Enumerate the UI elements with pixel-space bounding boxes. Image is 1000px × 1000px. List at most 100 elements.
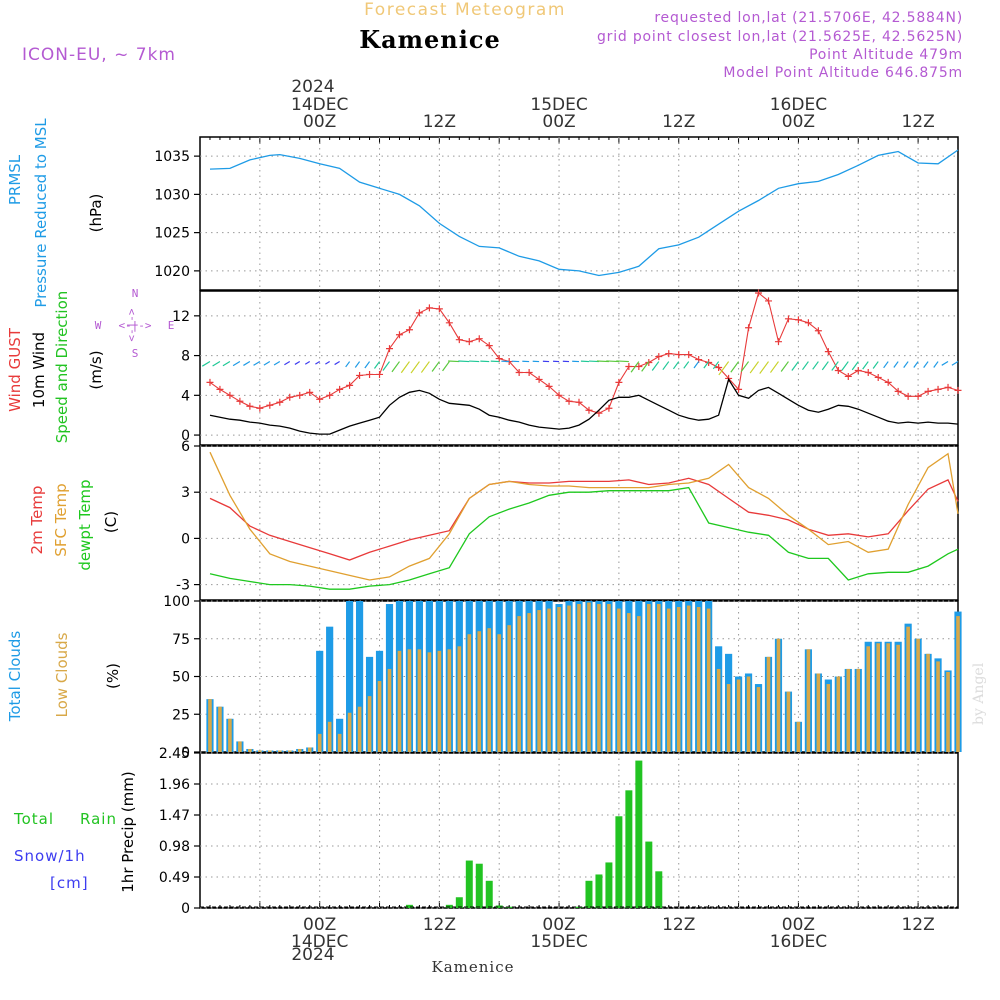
gust-marker	[794, 316, 802, 324]
low-cloud-bar	[756, 687, 761, 752]
label-snow: Snow/1h	[14, 847, 86, 865]
gust-marker	[236, 397, 244, 405]
clouds-ytick-label: 50	[172, 670, 190, 686]
gust-marker	[685, 351, 693, 359]
wind-ytick-label: 8	[181, 349, 190, 365]
wind-ytick-label: 0	[181, 428, 190, 444]
low-cloud-bar	[746, 676, 751, 752]
gust-marker	[864, 368, 872, 376]
low-cloud-bar	[656, 604, 661, 752]
low-cloud-bar	[676, 607, 681, 752]
gust-marker	[755, 289, 763, 297]
low-cloud-bar	[617, 608, 621, 752]
gust-marker	[475, 335, 483, 343]
gust-marker	[286, 393, 294, 401]
location-title: Kamenice	[359, 25, 501, 54]
gust-marker	[745, 324, 753, 332]
top-date-label: 15DEC	[530, 95, 587, 115]
low-cloud-bar	[936, 661, 940, 752]
wind-direction-arrow	[243, 361, 251, 366]
temperature-ytick-label: 6	[181, 439, 190, 455]
compass-arrows-horizontal: <-|->	[118, 319, 151, 332]
wind-direction-arrow	[284, 361, 291, 366]
wind-direction-arrow	[448, 360, 460, 363]
bottom-time-label: 12Z	[423, 915, 456, 935]
low-cloud-bar	[417, 649, 422, 752]
wind-direction-arrow	[693, 361, 700, 369]
wind-direction-arrow	[951, 361, 959, 366]
label-2m-temp: 2m Temp	[28, 486, 46, 555]
top-date-label: 16DEC	[770, 95, 827, 115]
bottom-date-label: 16DEC	[770, 932, 827, 952]
low-cloud-bar	[856, 668, 861, 752]
low-cloud-bar	[836, 676, 841, 752]
low-cloud-bar	[218, 706, 222, 752]
label-ms: (m/s)	[87, 350, 105, 389]
wind-direction-arrow	[458, 360, 470, 363]
low-cloud-bar	[337, 733, 342, 752]
clouds-ytick-label: 0	[181, 745, 190, 761]
low-cloud-bar	[477, 631, 482, 752]
gridpoint-coords: grid point closest lon,lat (21.5625E, 42…	[597, 29, 963, 45]
gust-line	[209, 292, 959, 414]
low-cloud-bar	[846, 668, 851, 752]
model-altitude: Model Point Altitude 646.875m	[723, 65, 963, 81]
low-cloud-bar	[287, 750, 292, 752]
gust-marker	[535, 375, 543, 383]
wind-direction-arrow	[903, 361, 909, 368]
gust-marker	[246, 402, 254, 410]
label-prmsl: PRMSL	[6, 154, 24, 205]
low-cloud-bar	[377, 681, 382, 752]
gust-marker	[615, 378, 623, 386]
gust-marker	[495, 355, 503, 363]
wind-direction-arrow	[941, 361, 949, 366]
gust-marker	[296, 391, 304, 399]
low-cloud-bar	[567, 605, 571, 752]
temp2m-line	[209, 477, 959, 561]
gust-marker	[306, 388, 314, 396]
wind-direction-arrow	[718, 361, 730, 376]
gust-marker	[545, 382, 553, 390]
wind-direction-arrow	[431, 361, 440, 372]
temperature-ytick-label: 3	[181, 485, 190, 501]
wind-direction-arrow	[253, 361, 261, 366]
pressure-ytick-label: 1030	[154, 187, 190, 203]
precip-ytick-label: 1.47	[159, 808, 190, 824]
gust-marker	[455, 336, 463, 344]
gust-marker	[884, 378, 892, 386]
wind-frame	[199, 290, 959, 446]
gust-marker	[834, 366, 842, 374]
gust-marker	[894, 387, 902, 395]
wind-direction-arrow	[851, 361, 859, 371]
compass-n: N	[132, 287, 139, 300]
low-cloud-bar	[866, 646, 871, 752]
temperature-frame	[199, 445, 959, 601]
top-time-label: 12Z	[901, 112, 934, 132]
gust-marker	[316, 395, 324, 403]
label-total-clouds: Total Clouds	[6, 631, 24, 723]
gust-marker	[784, 315, 792, 323]
top-time-label: 12Z	[662, 112, 695, 132]
gust-marker	[655, 353, 663, 361]
wind-direction-arrow	[400, 361, 410, 374]
pressure-line	[209, 149, 959, 277]
low-cloud-bar	[686, 605, 691, 752]
precip-panel: 0 0.49 0.98 1.47 1.96 2.45	[159, 746, 959, 917]
wind-direction-arrow	[933, 361, 939, 368]
bottom-time-label: 00Z	[303, 915, 336, 935]
wind-direction-arrow	[712, 361, 720, 370]
gust-marker	[605, 404, 613, 412]
gust-marker	[944, 383, 952, 391]
wind-direction-arrow	[641, 361, 650, 372]
sfc-temp-line	[209, 451, 959, 581]
wind-panel: 0 4 8 12	[172, 289, 962, 446]
requested-coords: requested lon,lat (21.5706E, 42.5884N)	[654, 10, 963, 26]
gust-marker	[774, 338, 782, 346]
gust-marker	[804, 319, 812, 327]
bottom-date-label: 15DEC	[530, 932, 587, 952]
low-cloud-bar	[497, 634, 502, 752]
gust-marker	[814, 327, 822, 335]
gust-marker	[405, 326, 413, 334]
compass-w: W	[95, 319, 102, 332]
